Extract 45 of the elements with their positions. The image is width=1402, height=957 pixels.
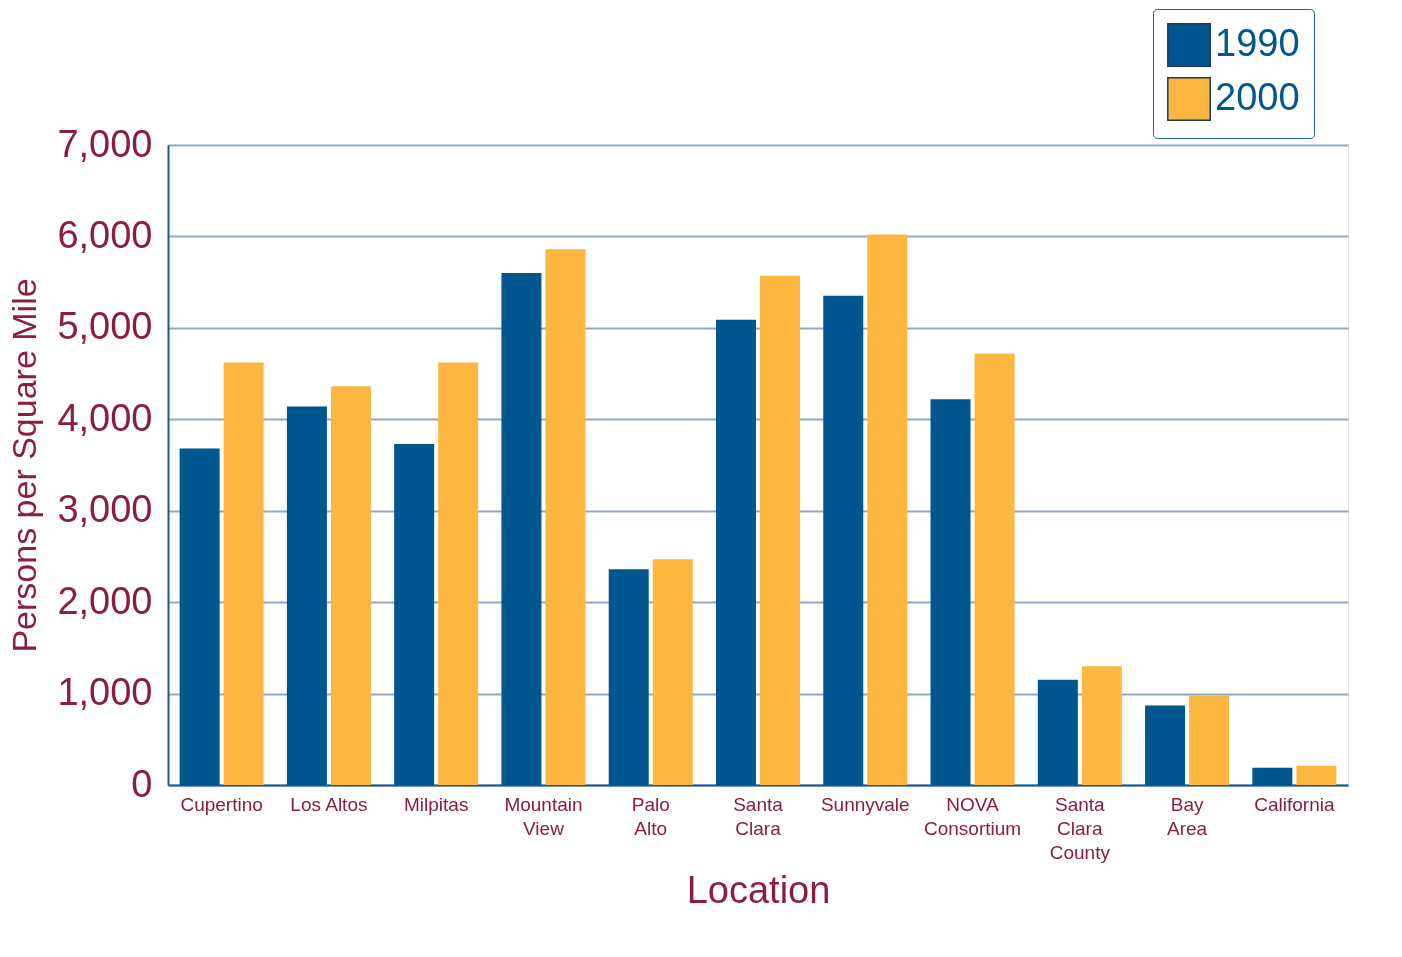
y-tick-label: 2,000 (57, 579, 153, 622)
bar (1296, 765, 1337, 785)
bar (867, 234, 908, 785)
x-tick-label: California (1254, 793, 1335, 815)
bar (1189, 695, 1230, 785)
x-tick-label: Los Altos (290, 793, 368, 815)
y-tick-label: 3,000 (57, 488, 153, 531)
bar (930, 399, 971, 785)
x-tick-label: Milpitas (403, 793, 469, 815)
x-tick-label: Santa Clara County (1049, 793, 1111, 863)
bar (286, 406, 327, 785)
legend-label: 1990 (1215, 22, 1300, 64)
bar (1145, 705, 1186, 785)
bar (715, 319, 756, 785)
bar (330, 386, 371, 785)
x-tick-label: NOVA Consortium (923, 793, 1022, 839)
x-tick-label: Mountain View (504, 793, 583, 839)
bar (545, 249, 586, 785)
y-tick-label: 4,000 (57, 396, 153, 439)
x-tick-label: Sunnyvale (820, 793, 910, 815)
y-axis-title: Persons per Square Mile (5, 278, 44, 653)
x-tick-label: Cupertino (180, 793, 263, 815)
bar (1252, 767, 1293, 785)
legend-label: 2000 (1215, 76, 1300, 118)
bar (394, 443, 435, 785)
y-tick-label: 1,000 (57, 671, 153, 714)
x-tick-label: Palo Alto (631, 793, 670, 839)
bar (974, 353, 1015, 785)
y-tick-label: 5,000 (57, 305, 153, 348)
bar (823, 295, 864, 785)
y-tick-label: 6,000 (57, 213, 153, 256)
bar (179, 448, 220, 785)
bar (1081, 666, 1122, 785)
bar (652, 559, 693, 785)
x-tick-label: Bay Area (1167, 793, 1208, 839)
bar (438, 362, 479, 785)
bar (608, 569, 649, 785)
bar (1037, 679, 1078, 785)
bar (501, 273, 542, 785)
y-tick-label: 7,000 (57, 122, 153, 165)
x-tick-label: Santa Clara (733, 793, 784, 839)
bar (760, 275, 801, 785)
x-axis-title: Location (686, 868, 831, 911)
y-tick-label: 0 (131, 762, 153, 805)
bar (223, 362, 264, 785)
